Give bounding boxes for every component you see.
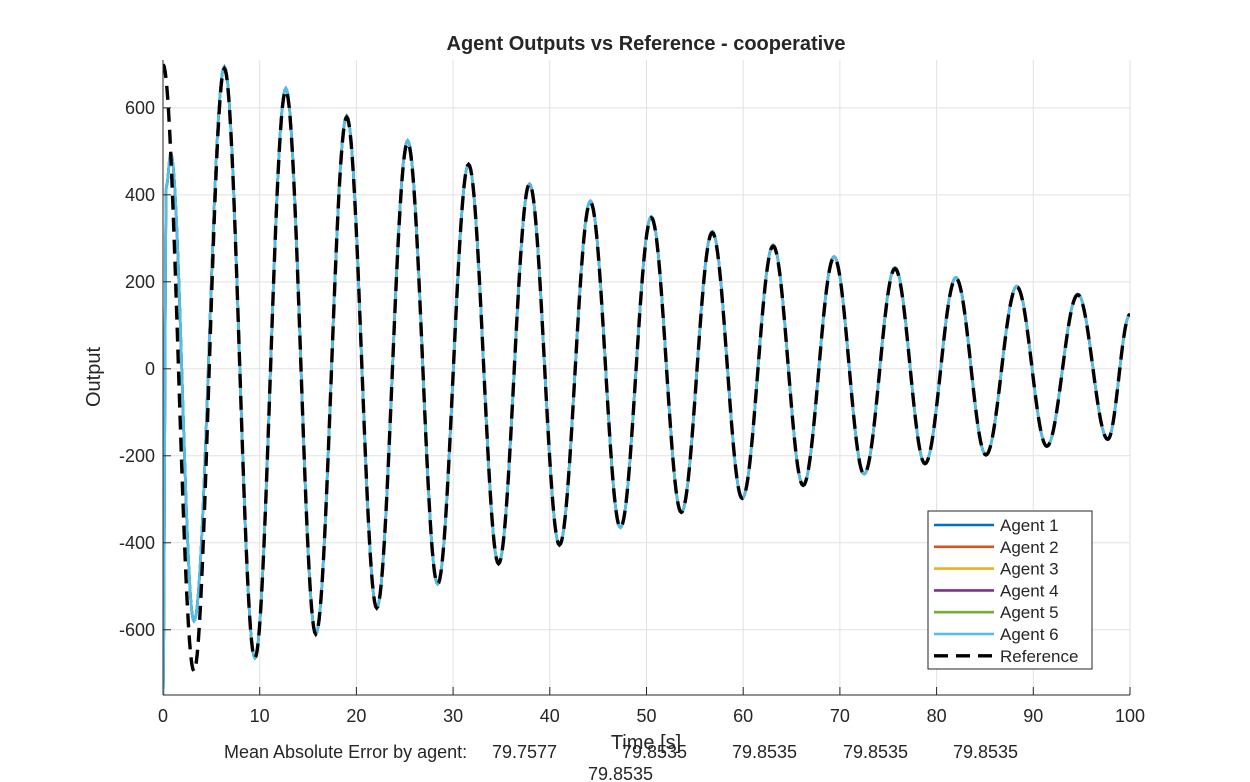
legend-label-6: Agent 6 (1000, 625, 1059, 644)
y-tick-label: 0 (145, 359, 155, 379)
mae-value-agent-5: 79.8535 (953, 742, 1018, 762)
legend-label-4: Agent 4 (1000, 581, 1059, 600)
x-tick-label: 50 (636, 706, 656, 726)
mae-value-agent-1: 79.7577 (492, 742, 557, 762)
x-tick-label: 90 (1023, 706, 1043, 726)
x-tick-label: 10 (250, 706, 270, 726)
series-line-reference (163, 63, 1130, 675)
mae-value-agent-3: 79.8535 (732, 742, 797, 762)
x-tick-label: 30 (443, 706, 463, 726)
mae-annotation-label: Mean Absolute Error by agent: (224, 742, 467, 762)
axes-layer (162, 60, 1131, 696)
x-tick-label: 40 (540, 706, 560, 726)
legend-label-2: Agent 2 (1000, 538, 1059, 557)
series-layer (163, 63, 1130, 695)
legend-label-7: Reference (1000, 647, 1078, 666)
y-tick-label: 200 (125, 272, 155, 292)
x-tick-label: 80 (927, 706, 947, 726)
mae-value-agent-2: 79.8535 (622, 742, 687, 762)
y-tick-label: 400 (125, 185, 155, 205)
x-tick-label: 100 (1115, 706, 1145, 726)
y-tick-label: 600 (125, 98, 155, 118)
x-tick-label: 60 (733, 706, 753, 726)
x-tick-label: 0 (158, 706, 168, 726)
legend-label-3: Agent 3 (1000, 560, 1059, 579)
x-tick-label: 70 (830, 706, 850, 726)
x-axis-label: Time [s] (611, 732, 681, 754)
legend: Agent 1 Agent 2 Agent 3 Agent 4 Agent 5 Agent… (927, 510, 1093, 670)
x-tick-label: 20 (346, 706, 366, 726)
ticks-layer: 0 10 20 30 40 50 60 70 80 90 100 600 400 200 0 -200 -400… (119, 98, 1145, 726)
mae-value-agent-6: 79.8535 (588, 764, 653, 782)
mae-value-agent-4: 79.8535 (843, 742, 908, 762)
chart-title: Agent Outputs vs Reference - cooperative (447, 33, 846, 55)
y-tick-label: -200 (119, 446, 155, 466)
legend-label-1: Agent 1 (1000, 516, 1059, 535)
y-axis-label: Output (83, 347, 105, 407)
y-tick-label: -400 (119, 533, 155, 553)
legend-label-5: Agent 5 (1000, 603, 1059, 622)
y-tick-label: -600 (119, 620, 155, 640)
